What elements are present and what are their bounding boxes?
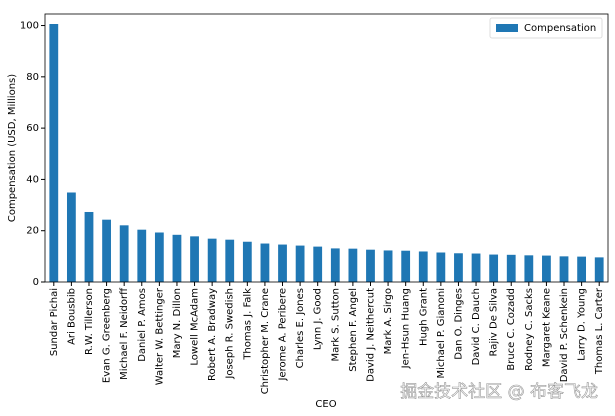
x-tick-label: Jerome A. Peribere bbox=[278, 288, 289, 381]
axes-frame bbox=[44, 13, 609, 283]
watermark: 掘金技术社区 @ 布客飞龙 bbox=[400, 382, 598, 402]
y-tick-label: 40 bbox=[26, 174, 39, 185]
bar bbox=[295, 245, 305, 282]
y-axis-label: Compensation (USD, Millions) bbox=[7, 74, 18, 222]
x-tick-label: Michael P. Gianoni bbox=[436, 288, 447, 379]
x-tick-label: Larry D. Young bbox=[577, 288, 588, 361]
x-tick-label: Mark A. Sirgo bbox=[383, 288, 394, 354]
bar bbox=[49, 24, 59, 282]
bar bbox=[260, 243, 270, 282]
bar bbox=[524, 255, 534, 282]
legend-box bbox=[489, 17, 603, 39]
bar bbox=[313, 246, 323, 282]
bar bbox=[172, 234, 182, 282]
bar bbox=[137, 229, 147, 282]
bar bbox=[278, 244, 287, 282]
bar bbox=[119, 225, 129, 282]
bar bbox=[66, 192, 76, 282]
y-tick-label: 0 bbox=[33, 277, 39, 288]
bar bbox=[506, 254, 516, 282]
x-tick-label: Ari Bousbib bbox=[66, 288, 77, 345]
x-tick-label: R.W. Tillerson bbox=[84, 288, 95, 355]
x-tick-label: Mary N. Dillon bbox=[172, 288, 183, 358]
y-tick-label: 100 bbox=[20, 21, 39, 32]
bar bbox=[225, 239, 235, 282]
bar bbox=[454, 253, 463, 282]
x-tick-label: Robert A. Bradway bbox=[207, 288, 218, 381]
x-tick-label: Rodney C. Sacks bbox=[524, 288, 535, 371]
x-tick-label: Lowell McAdam bbox=[190, 288, 201, 366]
x-tick-label: David C. Dauch bbox=[471, 288, 482, 365]
x-axis-label: CEO bbox=[315, 399, 336, 410]
y-tick-label: 80 bbox=[26, 72, 39, 83]
x-tick-label: Thomas J. Falk bbox=[242, 288, 253, 361]
x-tick-label: Joseph R. Swedish bbox=[225, 288, 236, 380]
x-tick-label: Hugh Grant bbox=[418, 288, 429, 346]
bar bbox=[418, 251, 428, 282]
x-tick-label: Thomas L. Carter bbox=[594, 287, 605, 375]
x-tick-label: Mark S. Sutton bbox=[330, 288, 341, 362]
x-tick-label: Christopher M. Crane bbox=[260, 288, 271, 394]
bar bbox=[84, 211, 94, 282]
x-tick-label: Margaret Keane bbox=[541, 288, 552, 367]
x-tick-label: Michael F. Neidorff bbox=[119, 287, 130, 380]
bar bbox=[383, 250, 393, 282]
x-tick-label: David P. Schenkein bbox=[559, 288, 570, 382]
bar bbox=[242, 241, 252, 282]
x-tick-label: Dan O. Dinges bbox=[453, 288, 464, 360]
bar bbox=[102, 219, 111, 282]
x-tick-label: Stephen F. Angel bbox=[348, 288, 359, 372]
bar bbox=[366, 249, 375, 282]
bar bbox=[330, 248, 340, 282]
bar bbox=[348, 248, 358, 282]
x-tick-label: Lynn J. Good bbox=[313, 288, 324, 350]
bar bbox=[577, 256, 587, 282]
bar bbox=[594, 257, 604, 282]
bar bbox=[190, 236, 199, 282]
x-tick-label: Rajiv De Silva bbox=[489, 288, 500, 357]
y-tick-label: 20 bbox=[26, 226, 39, 237]
y-tick-label: 60 bbox=[26, 123, 39, 134]
x-tick-label: Jen-Hsun Huang bbox=[401, 288, 412, 369]
legend-swatch bbox=[496, 24, 518, 32]
bar bbox=[489, 254, 499, 282]
x-tick-label: Walter W. Bettinger bbox=[154, 287, 165, 385]
x-tick-label: David J. Neithercut bbox=[365, 288, 376, 382]
bar bbox=[154, 232, 164, 282]
legend-label: Compensation bbox=[524, 23, 596, 34]
bar bbox=[559, 256, 569, 282]
bar bbox=[471, 253, 481, 282]
x-tick-label: Daniel P. Amos bbox=[137, 288, 148, 362]
x-tick-label: Charles E. Jones bbox=[295, 288, 306, 368]
bar bbox=[542, 255, 551, 282]
x-tick-label: Evan G. Greenberg bbox=[102, 288, 113, 383]
bar bbox=[401, 250, 411, 282]
bar bbox=[436, 252, 446, 282]
bar bbox=[207, 238, 217, 282]
x-tick-label: Bruce C. Cozadd bbox=[506, 288, 517, 371]
x-tick-label: Sundar Pichai bbox=[49, 288, 60, 356]
